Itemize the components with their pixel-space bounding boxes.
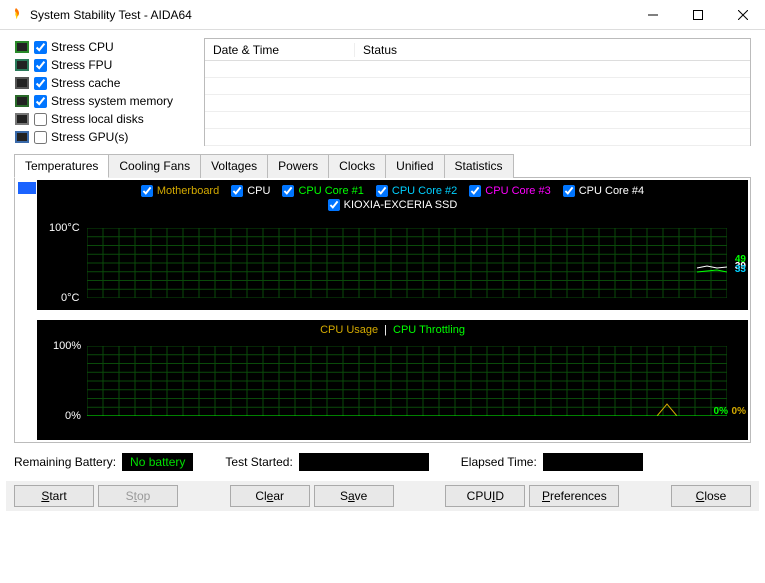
started-value	[299, 453, 429, 471]
temperature-graph: Motherboard CPU CPU Core #1 CPU Core #2 CPU …	[37, 180, 748, 310]
legend-checkbox[interactable]	[282, 185, 294, 197]
clear-button[interactable]: Clear	[230, 485, 310, 507]
tab-clocks[interactable]: Clocks	[328, 154, 386, 178]
legend-label: CPU Core #1	[298, 185, 363, 197]
legend-item[interactable]: CPU	[231, 185, 270, 197]
legend-item[interactable]: CPU Core #3	[469, 185, 550, 197]
legend-checkbox[interactable]	[376, 185, 388, 197]
stress-options: Stress CPU Stress FPU Stress cache Stres…	[14, 38, 194, 146]
usage-title: CPU Usage | CPU Throttling	[37, 320, 748, 340]
temp-legend: Motherboard CPU CPU Core #1 CPU Core #2 CPU …	[37, 180, 748, 199]
log-rows	[205, 61, 750, 146]
stress-icon	[14, 40, 30, 54]
usage-graph: CPU Usage | CPU Throttling 100% 0% 0% 0%	[37, 320, 748, 440]
legend-item[interactable]: CPU Core #2	[376, 185, 457, 197]
stress-checkbox[interactable]	[34, 131, 47, 144]
legend-checkbox[interactable]	[328, 199, 340, 211]
app-icon	[8, 7, 24, 23]
stress-checkbox[interactable]	[34, 95, 47, 108]
stress-icon	[14, 94, 30, 108]
stress-label: Stress system memory	[51, 94, 173, 108]
legend-item[interactable]: Motherboard	[141, 185, 219, 197]
stress-item: Stress cache	[14, 74, 194, 92]
legend-label: Motherboard	[157, 185, 219, 197]
legend-label: CPU Core #2	[392, 185, 457, 197]
usage-title-part: CPU Usage	[320, 324, 378, 336]
legend-checkbox[interactable]	[469, 185, 481, 197]
temp-legend-2: KIOXIA-EXCERIA SSD	[37, 199, 748, 213]
tab-panel-temperatures: Motherboard CPU CPU Core #1 CPU Core #2 CPU …	[14, 177, 751, 443]
stress-label: Stress CPU	[51, 40, 114, 54]
started-label: Test Started:	[225, 455, 292, 469]
legend-label: CPU Core #3	[485, 185, 550, 197]
usage-title-part: |	[384, 324, 387, 336]
window-title: System Stability Test - AIDA64	[30, 8, 630, 22]
series-end-value: 0%	[714, 406, 728, 417]
stress-item: Stress GPU(s)	[14, 128, 194, 146]
stress-item: Stress FPU	[14, 56, 194, 74]
yaxis-bot: 0%	[65, 410, 81, 422]
stress-icon	[14, 112, 30, 126]
legend-checkbox[interactable]	[141, 185, 153, 197]
maximize-button[interactable]	[675, 0, 720, 30]
legend-label: CPU Core #4	[579, 185, 644, 197]
save-button[interactable]: Save	[314, 485, 394, 507]
tab-powers[interactable]: Powers	[267, 154, 329, 178]
button-row: Start Stop Clear Save CPUID Preferences …	[6, 481, 759, 511]
cpuid-button[interactable]: CPUID	[445, 485, 525, 507]
legend-item[interactable]: CPU Core #4	[563, 185, 644, 197]
series-end-value: 0%	[732, 406, 746, 417]
legend-item[interactable]: KIOXIA-EXCERIA SSD	[328, 199, 458, 211]
stress-item: Stress local disks	[14, 110, 194, 128]
preferences-button[interactable]: Preferences	[529, 485, 619, 507]
stop-button[interactable]: Stop	[98, 485, 178, 507]
tab-statistics[interactable]: Statistics	[444, 154, 514, 178]
elapsed-label: Elapsed Time:	[461, 455, 537, 469]
legend-item[interactable]: CPU Core #1	[282, 185, 363, 197]
titlebar: System Stability Test - AIDA64	[0, 0, 765, 30]
start-button[interactable]: Start	[14, 485, 94, 507]
graph-gutter	[17, 180, 37, 440]
yaxis-bot: 0°C	[61, 292, 79, 304]
stress-item: Stress system memory	[14, 92, 194, 110]
usage-title-part: CPU Throttling	[393, 324, 465, 336]
stress-checkbox[interactable]	[34, 113, 47, 126]
battery-value: No battery	[122, 453, 193, 471]
tab-unified[interactable]: Unified	[385, 154, 444, 178]
status-row: Remaining Battery: No battery Test Start…	[14, 453, 751, 471]
legend-checkbox[interactable]	[563, 185, 575, 197]
stress-checkbox[interactable]	[34, 41, 47, 54]
stress-icon	[14, 130, 30, 144]
stress-icon	[14, 58, 30, 72]
stress-label: Stress FPU	[51, 58, 112, 72]
yaxis-top: 100%	[53, 340, 81, 352]
yaxis-top: 100°C	[49, 222, 80, 234]
stress-item: Stress CPU	[14, 38, 194, 56]
tab-cooling-fans[interactable]: Cooling Fans	[108, 154, 201, 178]
tab-voltages[interactable]: Voltages	[200, 154, 268, 178]
stress-label: Stress local disks	[51, 112, 144, 126]
close-dialog-button[interactable]: Close	[671, 485, 751, 507]
stress-label: Stress cache	[51, 76, 120, 90]
tab-bar: TemperaturesCooling FansVoltagesPowersCl…	[14, 154, 751, 178]
tab-temperatures[interactable]: Temperatures	[14, 154, 109, 178]
legend-checkbox[interactable]	[231, 185, 243, 197]
elapsed-value	[543, 453, 643, 471]
series-end-value: 33	[735, 264, 746, 275]
minimize-button[interactable]	[630, 0, 675, 30]
legend-label: CPU	[247, 185, 270, 197]
log-col-status: Status	[355, 43, 405, 57]
stress-icon	[14, 76, 30, 90]
log-col-datetime: Date & Time	[205, 43, 355, 57]
stress-label: Stress GPU(s)	[51, 130, 128, 144]
close-button[interactable]	[720, 0, 765, 30]
legend-label: KIOXIA-EXCERIA SSD	[344, 199, 458, 211]
stress-checkbox[interactable]	[34, 77, 47, 90]
log-table: Date & Time Status	[204, 38, 751, 146]
stress-checkbox[interactable]	[34, 59, 47, 72]
battery-label: Remaining Battery:	[14, 455, 116, 469]
